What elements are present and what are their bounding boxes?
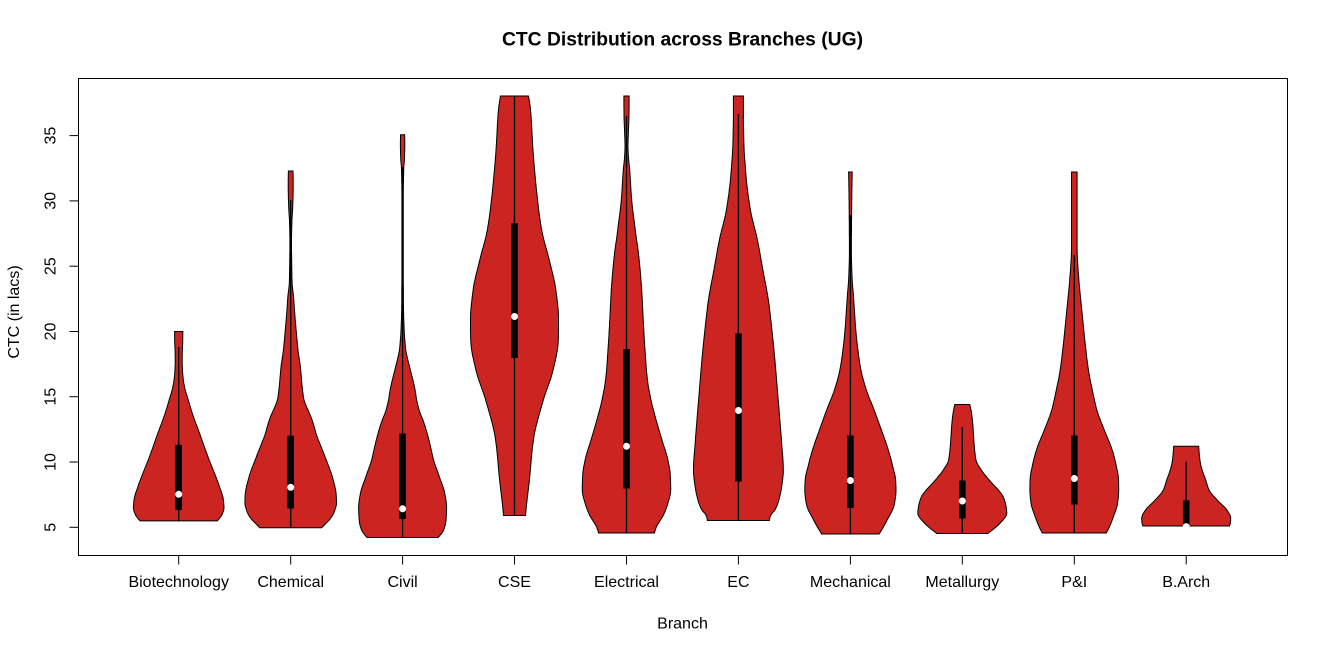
svg-text:Chemical: Chemical xyxy=(257,574,324,591)
svg-text:CTC Distribution across Branch: CTC Distribution across Branches (UG) xyxy=(502,30,863,51)
svg-text:15: 15 xyxy=(43,388,60,406)
svg-text:Metallurgy: Metallurgy xyxy=(925,574,999,591)
svg-text:25: 25 xyxy=(43,257,60,275)
svg-text:35: 35 xyxy=(43,127,60,145)
svg-text:CSE: CSE xyxy=(498,574,531,591)
svg-text:20: 20 xyxy=(43,323,60,341)
svg-text:EC: EC xyxy=(727,574,749,591)
svg-text:10: 10 xyxy=(43,453,60,471)
svg-text:Mechanical: Mechanical xyxy=(810,574,891,591)
svg-text:CTC (in lacs): CTC (in lacs) xyxy=(6,265,23,358)
svg-text:5: 5 xyxy=(43,523,60,532)
svg-text:30: 30 xyxy=(43,192,60,210)
svg-text:B.Arch: B.Arch xyxy=(1162,574,1210,591)
svg-text:Branch: Branch xyxy=(657,616,708,633)
svg-text:P&I: P&I xyxy=(1061,574,1087,591)
svg-text:Civil: Civil xyxy=(387,574,417,591)
svg-text:Biotechnology: Biotechnology xyxy=(128,574,229,591)
svg-text:Electrical: Electrical xyxy=(594,574,659,591)
